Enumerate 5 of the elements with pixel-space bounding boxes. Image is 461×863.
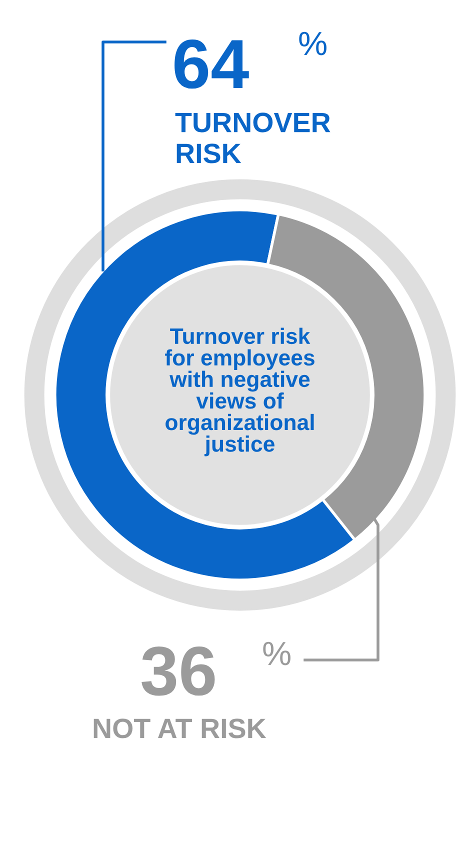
data-label: 36% bbox=[142, 642, 290, 696]
slice-label: NOT AT RISK bbox=[94, 718, 266, 738]
text: Turnover risk for employees with negative views of organizational justice bbox=[165, 328, 314, 456]
data-label: 64% bbox=[174, 32, 326, 89]
slice-label: TURNOVER RISK bbox=[175, 112, 330, 164]
